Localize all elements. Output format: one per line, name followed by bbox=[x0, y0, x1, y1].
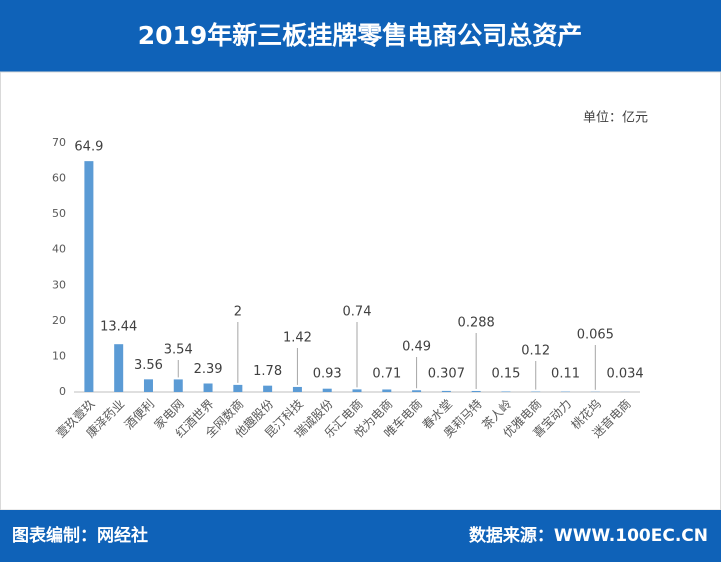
data-label: 0.065 bbox=[577, 328, 614, 343]
plot-frame bbox=[1, 72, 721, 510]
data-label: 2 bbox=[234, 305, 242, 320]
bar bbox=[353, 389, 362, 392]
chart-title: 2019年新三板挂牌零售电商公司总资产 bbox=[138, 21, 583, 50]
bar bbox=[442, 391, 451, 392]
bar bbox=[114, 344, 123, 392]
bar bbox=[174, 379, 183, 392]
bar bbox=[382, 389, 391, 392]
y-tick-label: 60 bbox=[52, 172, 66, 185]
data-label: 13.44 bbox=[100, 320, 137, 335]
unit-label: 单位：亿元 bbox=[583, 111, 648, 126]
y-tick-label: 50 bbox=[52, 207, 66, 220]
bar bbox=[501, 391, 510, 392]
data-label: 0.71 bbox=[372, 367, 401, 382]
data-label: 0.11 bbox=[551, 367, 580, 382]
data-label: 2.39 bbox=[194, 362, 223, 377]
bar bbox=[233, 385, 242, 392]
bar bbox=[144, 379, 153, 392]
y-tick-label: 0 bbox=[59, 385, 66, 398]
data-label: 0.034 bbox=[606, 367, 643, 382]
bar bbox=[323, 389, 332, 392]
bar bbox=[204, 383, 213, 392]
data-label: 0.288 bbox=[458, 316, 495, 331]
footer-left: 图表编制：网经社 bbox=[12, 525, 148, 546]
data-label: 3.54 bbox=[164, 343, 193, 358]
y-tick-label: 40 bbox=[52, 243, 66, 256]
data-label: 0.74 bbox=[343, 305, 372, 320]
bar bbox=[472, 391, 481, 392]
data-label: 1.42 bbox=[283, 331, 312, 346]
footer-right: 数据来源：WWW.100EC.CN bbox=[469, 525, 708, 546]
data-label: 0.12 bbox=[521, 344, 550, 359]
data-label: 64.9 bbox=[74, 140, 103, 155]
data-label: 3.56 bbox=[134, 358, 163, 373]
data-label: 0.15 bbox=[491, 367, 520, 382]
y-tick-label: 70 bbox=[52, 136, 66, 149]
bar bbox=[293, 387, 302, 392]
y-tick-label: 20 bbox=[52, 314, 66, 327]
data-label: 0.93 bbox=[313, 367, 342, 382]
bar bbox=[84, 161, 93, 392]
y-tick-label: 30 bbox=[52, 278, 66, 291]
data-label: 0.307 bbox=[428, 367, 465, 382]
y-tick-label: 10 bbox=[52, 349, 66, 362]
bar bbox=[412, 390, 421, 392]
data-label: 0.49 bbox=[402, 340, 431, 355]
bar bbox=[263, 386, 272, 392]
data-label: 1.78 bbox=[253, 364, 282, 379]
